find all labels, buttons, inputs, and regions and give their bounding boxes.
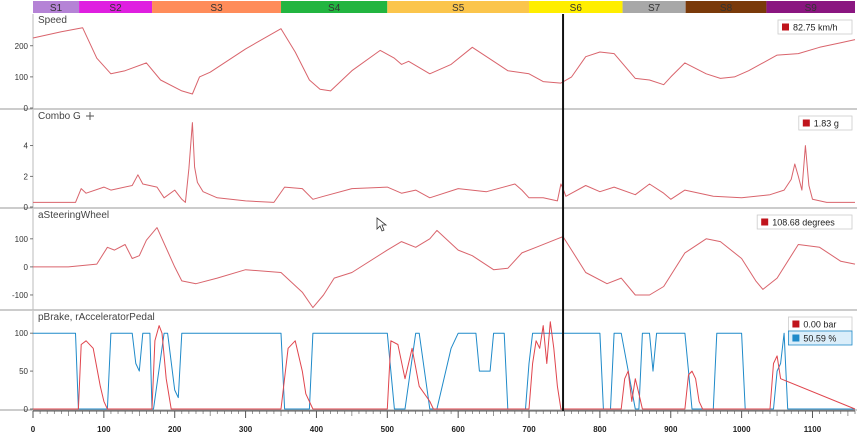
x-tick-label: 500: [381, 425, 395, 434]
sector-label: S8: [720, 3, 733, 14]
sector-label: S4: [328, 3, 341, 14]
legend-value: 50.59 %: [803, 334, 836, 344]
x-tick-label: 600: [451, 425, 465, 434]
panels: 0 100 200 Speed 82.75 km/h 0 2 4 Combo G 1.83 g 10…: [0, 14, 857, 414]
series-line-1: [32, 27, 856, 95]
y-tick-label: 0: [24, 203, 29, 212]
sector-s8[interactable]: [685, 1, 767, 13]
x-tick-label: 800: [593, 425, 607, 434]
sector-s7[interactable]: [622, 1, 686, 13]
sector-s6[interactable]: [529, 1, 623, 13]
panel-3: 100 0 -100 aSteeringWheel 108.68 degrees: [0, 209, 857, 311]
legend-box: [756, 214, 853, 230]
series-line-2: [33, 321, 856, 410]
x-tick-label: 900: [664, 425, 678, 434]
sector-label: S7: [648, 3, 661, 14]
move-icon[interactable]: [86, 112, 94, 120]
legend: 1.83 g: [798, 115, 853, 131]
legend-swatch: [802, 119, 810, 127]
sector-s5[interactable]: [387, 1, 530, 13]
x-tick-label: 0: [31, 425, 36, 434]
series-line-1: [33, 227, 856, 309]
panel-4: 0 50 100 pBrake, rAcceleratorPedal 0.00 bar 5…: [0, 311, 857, 414]
sector-s9[interactable]: [766, 1, 855, 13]
legend-value: 0.00 bar: [803, 320, 836, 330]
x-tick-label: 400: [310, 425, 324, 434]
x-tick-label: 300: [239, 425, 253, 434]
legend-value: 82.75 km/h: [793, 23, 838, 33]
sector-label: S9: [805, 3, 818, 14]
legend: 108.68 degrees: [756, 214, 853, 230]
legend-swatch: [782, 23, 789, 31]
legend-swatch: [761, 218, 769, 226]
panel-1: 0 100 200 Speed 82.75 km/h: [0, 14, 857, 113]
legend-value: 1.83 g: [814, 119, 839, 129]
y-tick-label: 0: [24, 104, 29, 113]
legend-box: [798, 115, 853, 131]
x-axis: 0 100 200 300 400 500 600 700 800 900 1000 1100: [31, 410, 856, 434]
x-tick-label: 100: [97, 425, 111, 434]
y-tick-label: 0: [24, 405, 29, 414]
y-tick-label: 4: [24, 142, 29, 151]
legend: 82.75 km/h: [777, 19, 853, 35]
sector-label: S6: [570, 3, 583, 14]
sector-label: S1: [50, 3, 63, 14]
x-tick-label: 1000: [733, 425, 751, 434]
x-tick-label: 200: [168, 425, 182, 434]
sector-bar: S1 S2 S3 S4 S5 S6 S7 S8 S9: [33, 1, 855, 14]
panel-title: aSteeringWheel: [38, 210, 109, 221]
y-tick-label: 200: [15, 42, 29, 51]
legend: 0.00 bar 50.59 %: [788, 316, 853, 346]
panel-title: Speed: [38, 15, 67, 26]
sector-s2[interactable]: [79, 1, 153, 13]
x-tick-label: 700: [522, 425, 536, 434]
sector-label: S2: [109, 3, 122, 14]
sector-s1[interactable]: [33, 1, 80, 13]
x-tick-label: 1100: [804, 425, 822, 434]
y-tick-label: 100: [15, 235, 29, 244]
legend-value: 108.68 degrees: [772, 218, 835, 228]
y-tick-label: 0: [24, 263, 29, 272]
y-tick-label: 2: [24, 172, 29, 181]
series-line-1: [33, 122, 855, 203]
series-line-1: [33, 332, 855, 410]
legend-swatch: [792, 320, 800, 328]
legend-box: [788, 330, 853, 346]
sector-label: S5: [452, 3, 465, 14]
y-tick-label: 100: [15, 329, 29, 338]
sector-s4[interactable]: [281, 1, 388, 13]
panel-2: 0 2 4 Combo G 1.83 g: [0, 110, 857, 212]
y-tick-label: -100: [12, 291, 29, 300]
y-tick-label: 100: [15, 73, 29, 82]
legend-swatch: [792, 334, 800, 342]
panel-title: Combo G: [38, 111, 81, 122]
legend-box: [777, 19, 853, 35]
y-tick-label: 50: [19, 367, 28, 376]
sector-s3[interactable]: [152, 1, 282, 13]
panel-title: pBrake, rAcceleratorPedal: [38, 312, 155, 323]
mouse-pointer-icon: [376, 217, 388, 232]
sector-label: S3: [210, 3, 223, 14]
